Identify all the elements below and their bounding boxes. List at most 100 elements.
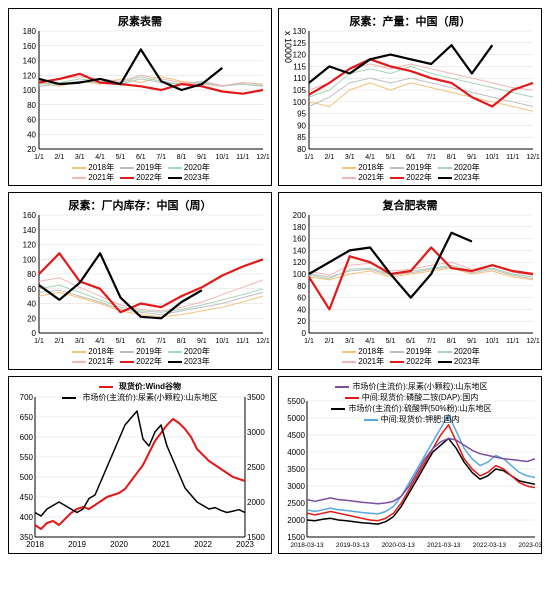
svg-text:160: 160: [23, 42, 37, 51]
svg-text:60: 60: [297, 294, 306, 303]
svg-text:20: 20: [27, 314, 36, 323]
svg-text:1/1: 1/1: [304, 338, 314, 345]
svg-text:2019-03-13: 2019-03-13: [336, 542, 370, 549]
svg-text:4500: 4500: [287, 431, 305, 440]
chart-title: 尿素表需: [9, 13, 271, 29]
svg-text:7/1: 7/1: [156, 154, 166, 161]
svg-text:1500: 1500: [287, 533, 305, 542]
svg-text:2/1: 2/1: [324, 338, 334, 345]
chart-c5: 现货价:Wind谷物市场价(主流价):尿素(小颗粒):山东地区350400450…: [8, 376, 272, 554]
y-multiplier-label: x 10000: [283, 31, 293, 63]
chart-title: 复合肥表需: [279, 197, 541, 213]
svg-text:2/1: 2/1: [54, 154, 64, 161]
svg-text:2021-03-13: 2021-03-13: [427, 542, 461, 549]
svg-text:20: 20: [27, 145, 36, 154]
svg-text:1/1: 1/1: [34, 338, 44, 345]
svg-text:2000: 2000: [247, 498, 265, 507]
svg-text:180: 180: [293, 223, 307, 232]
legend: 2018年2019年2020年2021年2022年2023年: [279, 347, 541, 367]
svg-text:115: 115: [293, 62, 306, 71]
svg-text:140: 140: [23, 226, 37, 235]
svg-text:2020: 2020: [110, 540, 128, 549]
svg-text:3/1: 3/1: [75, 338, 85, 345]
svg-text:6/1: 6/1: [136, 338, 146, 345]
svg-text:9/1: 9/1: [197, 338, 207, 345]
svg-text:100: 100: [293, 98, 307, 107]
svg-text:100: 100: [23, 86, 37, 95]
svg-text:9/1: 9/1: [467, 154, 477, 161]
svg-text:5/1: 5/1: [116, 154, 126, 161]
svg-text:3/1: 3/1: [345, 154, 355, 161]
chart-c2: 尿素：产量：中国（周） x 10000 80 85 90 95 100 105 110 115 12…: [278, 8, 542, 186]
svg-text:80: 80: [297, 145, 306, 154]
svg-text:450: 450: [20, 493, 34, 502]
svg-text:1/1: 1/1: [34, 154, 44, 161]
svg-text:7/1: 7/1: [426, 338, 436, 345]
svg-text:2000: 2000: [287, 516, 305, 525]
svg-text:0: 0: [302, 329, 307, 338]
svg-text:9/1: 9/1: [197, 154, 207, 161]
svg-text:125: 125: [293, 39, 307, 48]
svg-text:160: 160: [293, 235, 307, 244]
svg-text:5/1: 5/1: [116, 338, 126, 345]
svg-text:110: 110: [293, 74, 306, 83]
svg-text:95: 95: [297, 110, 306, 119]
svg-text:5/1: 5/1: [386, 154, 396, 161]
svg-text:2500: 2500: [247, 463, 265, 472]
svg-text:550: 550: [20, 453, 34, 462]
svg-text:80: 80: [27, 101, 36, 110]
chart-c4: 复合肥表需0204060801001201401601802001/12/13/…: [278, 192, 542, 370]
svg-text:2500: 2500: [287, 499, 305, 508]
svg-text:2021: 2021: [152, 540, 170, 549]
svg-text:60: 60: [27, 285, 36, 294]
svg-text:85: 85: [297, 133, 306, 142]
svg-text:6/1: 6/1: [406, 154, 416, 161]
legend: 现货价:Wind谷物市场价(主流价):尿素(小颗粒):山东地区: [13, 381, 267, 403]
svg-text:100: 100: [293, 270, 307, 279]
svg-text:10/1: 10/1: [215, 338, 229, 345]
svg-text:80: 80: [27, 270, 36, 279]
svg-text:7/1: 7/1: [156, 338, 166, 345]
svg-text:2/1: 2/1: [324, 154, 334, 161]
svg-text:12/1: 12/1: [526, 154, 540, 161]
svg-text:12/1: 12/1: [256, 338, 270, 345]
chart-title: 尿素：产量：中国（周）: [279, 13, 541, 29]
svg-text:2023-03-13: 2023-03-13: [518, 542, 541, 549]
chart-title: 尿素：厂内库存：中国（周）: [9, 197, 271, 213]
svg-text:650: 650: [20, 413, 34, 422]
svg-text:8/1: 8/1: [447, 338, 457, 345]
svg-text:8/1: 8/1: [177, 154, 187, 161]
svg-text:120: 120: [293, 258, 307, 267]
svg-text:12/1: 12/1: [526, 338, 540, 345]
svg-text:140: 140: [23, 57, 37, 66]
svg-text:2018: 2018: [26, 540, 44, 549]
svg-text:11/1: 11/1: [506, 154, 519, 161]
svg-text:10/1: 10/1: [485, 154, 499, 161]
svg-text:40: 40: [27, 300, 36, 309]
svg-text:12/1: 12/1: [256, 154, 270, 161]
svg-text:20: 20: [297, 317, 306, 326]
svg-text:3/1: 3/1: [345, 338, 355, 345]
svg-text:2022-03-13: 2022-03-13: [473, 542, 507, 549]
svg-text:2019: 2019: [68, 540, 86, 549]
svg-text:90: 90: [297, 121, 306, 130]
svg-text:80: 80: [297, 282, 306, 291]
svg-text:3500: 3500: [287, 465, 305, 474]
legend: 2018年2019年2020年2021年2022年2023年: [9, 347, 271, 367]
svg-text:4/1: 4/1: [95, 154, 105, 161]
svg-text:3000: 3000: [247, 428, 265, 437]
svg-text:2/1: 2/1: [54, 338, 64, 345]
svg-text:6/1: 6/1: [406, 338, 416, 345]
svg-text:105: 105: [293, 86, 307, 95]
svg-text:2022: 2022: [194, 540, 212, 549]
legend: 2018年2019年2020年2021年2022年2023年: [9, 163, 271, 183]
svg-text:3000: 3000: [287, 482, 305, 491]
svg-text:8/1: 8/1: [177, 338, 187, 345]
svg-text:11/1: 11/1: [236, 338, 249, 345]
svg-text:11/1: 11/1: [506, 338, 519, 345]
svg-text:100: 100: [23, 255, 37, 264]
svg-text:40: 40: [27, 130, 36, 139]
svg-text:11/1: 11/1: [236, 154, 249, 161]
svg-text:4/1: 4/1: [95, 338, 105, 345]
svg-text:2018-03-13: 2018-03-13: [290, 542, 324, 549]
